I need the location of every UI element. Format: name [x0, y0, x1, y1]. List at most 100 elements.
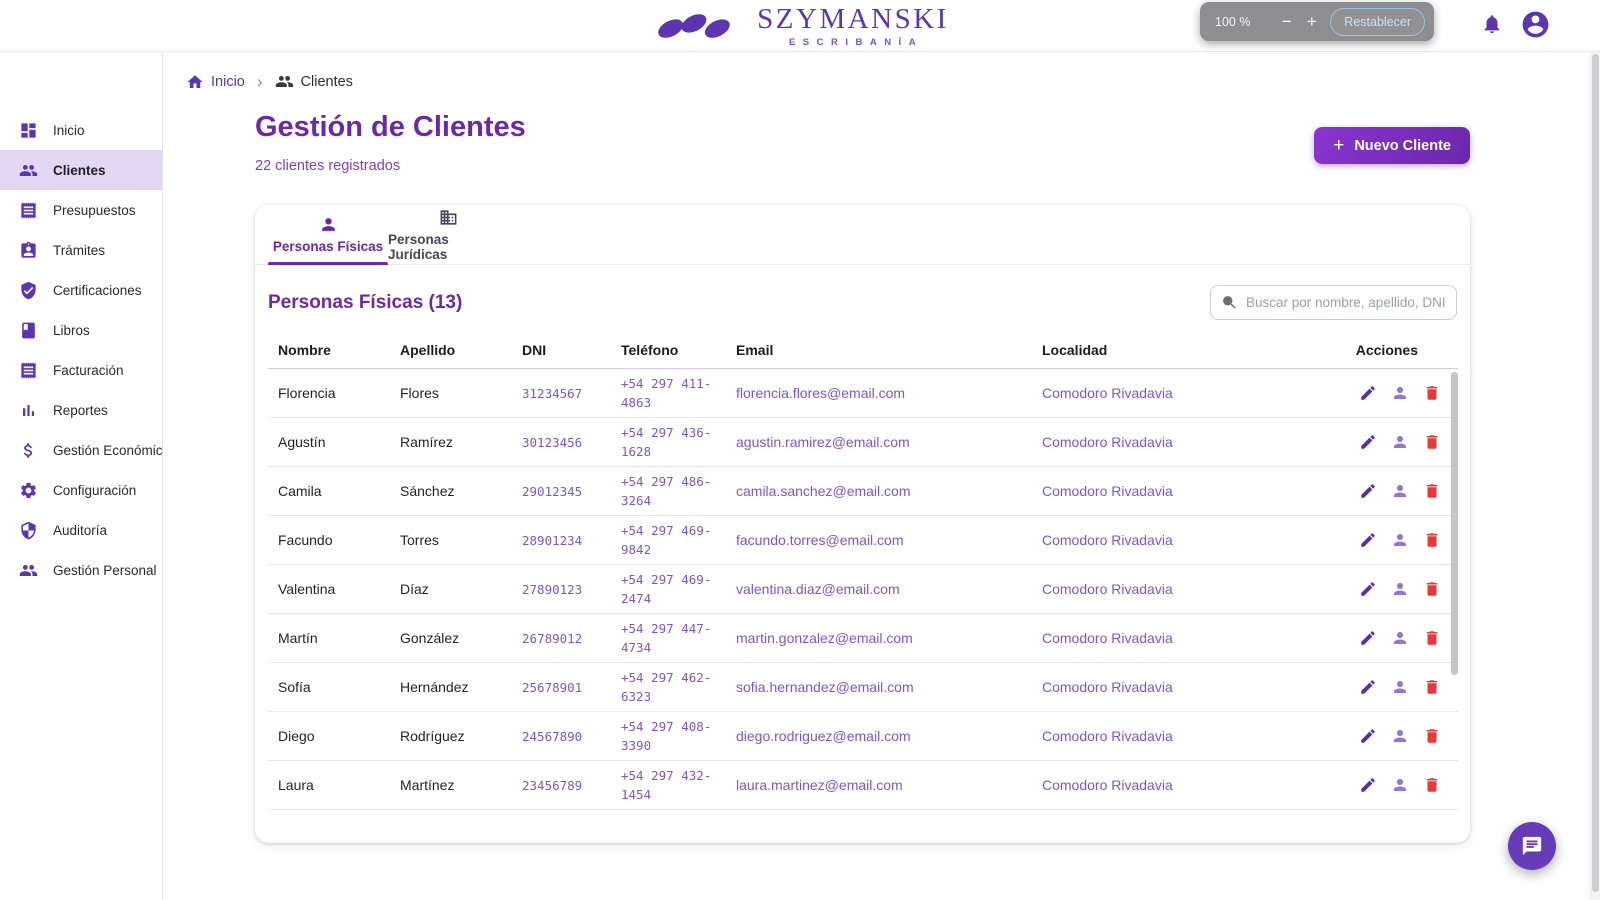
edit-client-button[interactable] [1356, 724, 1380, 748]
trash-icon [1426, 435, 1438, 449]
delete-client-button[interactable] [1420, 724, 1444, 748]
sidebar-item-label: Trámites [53, 242, 106, 258]
cell-dni: 31234567 [522, 385, 583, 401]
delete-client-button[interactable] [1420, 430, 1444, 454]
zoom-in-button[interactable]: + [1299, 13, 1324, 30]
tab-personas-fisicas[interactable]: Personas Físicas [268, 205, 388, 265]
delete-client-button[interactable] [1420, 577, 1444, 601]
view-client-button[interactable] [1388, 773, 1412, 797]
sidebar-item-inicio[interactable]: Inicio [0, 110, 162, 150]
sidebar-item-tramites[interactable]: Trámites [0, 230, 162, 270]
sidebar-item-libros[interactable]: Libros [0, 310, 162, 350]
sidebar-item-label: Configuración [53, 482, 137, 498]
cell-email: laura.martinez@email.com [736, 777, 903, 793]
sidebar-item-configuracion[interactable]: Configuración [0, 470, 162, 510]
sidebar-item-reportes[interactable]: Reportes [0, 390, 162, 430]
edit-client-button[interactable] [1356, 381, 1380, 405]
trash-icon [1426, 680, 1438, 694]
edit-client-button[interactable] [1356, 626, 1380, 650]
cell-telefono: +54 297 408-3390 [621, 718, 712, 753]
cell-apellido: Martínez [400, 777, 455, 793]
search-input[interactable] [1210, 285, 1457, 320]
delete-client-button[interactable] [1420, 626, 1444, 650]
tab-personas-juridicas-label: Personas Jurídicas [388, 231, 449, 262]
edit-client-button[interactable] [1356, 577, 1380, 601]
cell-dni: 30123456 [522, 434, 583, 450]
header-dni: DNI [522, 342, 547, 358]
cell-localidad: Comodoro Rivadavia [1042, 728, 1173, 744]
breadcrumb-current: Clientes [275, 72, 353, 91]
sidebar-item-gestion-economica[interactable]: Gestión Económica [0, 430, 170, 470]
new-client-button[interactable]: + Nuevo Cliente [1314, 127, 1470, 164]
page-scrollbar[interactable] [1590, 52, 1600, 900]
table-row: Facundo Torres 28901234 +54 297 469-9842… [268, 516, 1458, 565]
edit-client-button[interactable] [1356, 430, 1380, 454]
bell-icon [1484, 15, 1500, 34]
tab-personas-juridicas[interactable]: Personas Jurídicas [388, 205, 508, 264]
person-icon [321, 218, 335, 231]
cell-email: valentina.diaz@email.com [736, 581, 900, 597]
cell-dni: 29012345 [522, 483, 583, 499]
view-client-button[interactable] [1388, 724, 1412, 748]
delete-client-button[interactable] [1420, 479, 1444, 503]
delete-client-button[interactable] [1420, 528, 1444, 552]
person-icon [1394, 779, 1406, 791]
trash-icon [1426, 484, 1438, 498]
view-client-button[interactable] [1388, 528, 1412, 552]
edit-client-button[interactable] [1356, 479, 1380, 503]
cell-email: diego.rodriguez@email.com [736, 728, 911, 744]
view-client-button[interactable] [1388, 675, 1412, 699]
sidebar-item-label: Reportes [53, 402, 108, 418]
sidebar-item-certificaciones[interactable]: Certificaciones [0, 270, 162, 310]
delete-client-button[interactable] [1420, 773, 1444, 797]
chat-fab-button[interactable] [1508, 822, 1556, 870]
cell-telefono: +54 297 432-1454 [621, 767, 712, 802]
pencil-icon [1361, 729, 1375, 743]
shield-icon [21, 521, 36, 539]
verified-icon [21, 281, 36, 299]
pencil-icon [1361, 484, 1375, 498]
view-client-button[interactable] [1388, 626, 1412, 650]
sidebar-item-facturacion[interactable]: Facturación [0, 350, 162, 390]
person-icon [1394, 583, 1406, 595]
account-button[interactable] [1520, 9, 1551, 40]
view-client-button[interactable] [1388, 430, 1412, 454]
cell-dni: 24567890 [522, 728, 583, 744]
view-client-button[interactable] [1388, 577, 1412, 601]
edit-client-button[interactable] [1356, 675, 1380, 699]
brand-logo[interactable]: SZYMANSKI ESCRIBANÍA [651, 0, 949, 52]
view-client-button[interactable] [1388, 479, 1412, 503]
edit-client-button[interactable] [1356, 528, 1380, 552]
breadcrumb-home-link[interactable]: Inicio [186, 73, 245, 91]
edit-client-button[interactable] [1356, 773, 1380, 797]
cell-localidad: Comodoro Rivadavia [1042, 532, 1173, 548]
table-scrollbar-thumb[interactable] [1451, 372, 1458, 675]
cell-telefono: +54 297 462-6323 [621, 669, 712, 704]
notifications-button[interactable] [1481, 13, 1503, 35]
trash-icon [1426, 729, 1438, 743]
delete-client-button[interactable] [1420, 675, 1444, 699]
zoom-out-button[interactable]: − [1274, 13, 1299, 30]
cell-nombre: Sofía [278, 679, 311, 695]
clients-card: Personas Físicas Personas Jurídicas Pers… [255, 205, 1470, 843]
sidebar-item-label: Facturación [53, 362, 124, 378]
delete-client-button[interactable] [1420, 381, 1444, 405]
zoom-reset-button[interactable]: Restablecer [1330, 7, 1425, 36]
sidebar-item-gestion-personal[interactable]: Gestión Personal [0, 550, 162, 590]
page-scrollbar-thumb[interactable] [1592, 54, 1599, 892]
trash-icon [1426, 631, 1438, 645]
person-icon [1394, 436, 1406, 448]
plus-icon: + [1333, 135, 1345, 156]
cell-nombre: Martín [278, 630, 318, 646]
person-icon [1394, 387, 1406, 399]
cell-nombre: Florencia [278, 385, 336, 401]
sidebar-item-auditoria[interactable]: Auditoría [0, 510, 162, 550]
cell-dni: 27890123 [522, 581, 583, 597]
sidebar-item-clientes[interactable]: Clientes [0, 150, 162, 190]
sidebar-item-presupuestos[interactable]: Presupuestos [0, 190, 162, 230]
view-client-button[interactable] [1388, 381, 1412, 405]
cell-nombre: Laura [278, 777, 314, 793]
header-telefono: Teléfono [621, 342, 679, 358]
cell-apellido: Díaz [400, 581, 429, 597]
cell-telefono: +54 297 411-4863 [621, 375, 712, 410]
